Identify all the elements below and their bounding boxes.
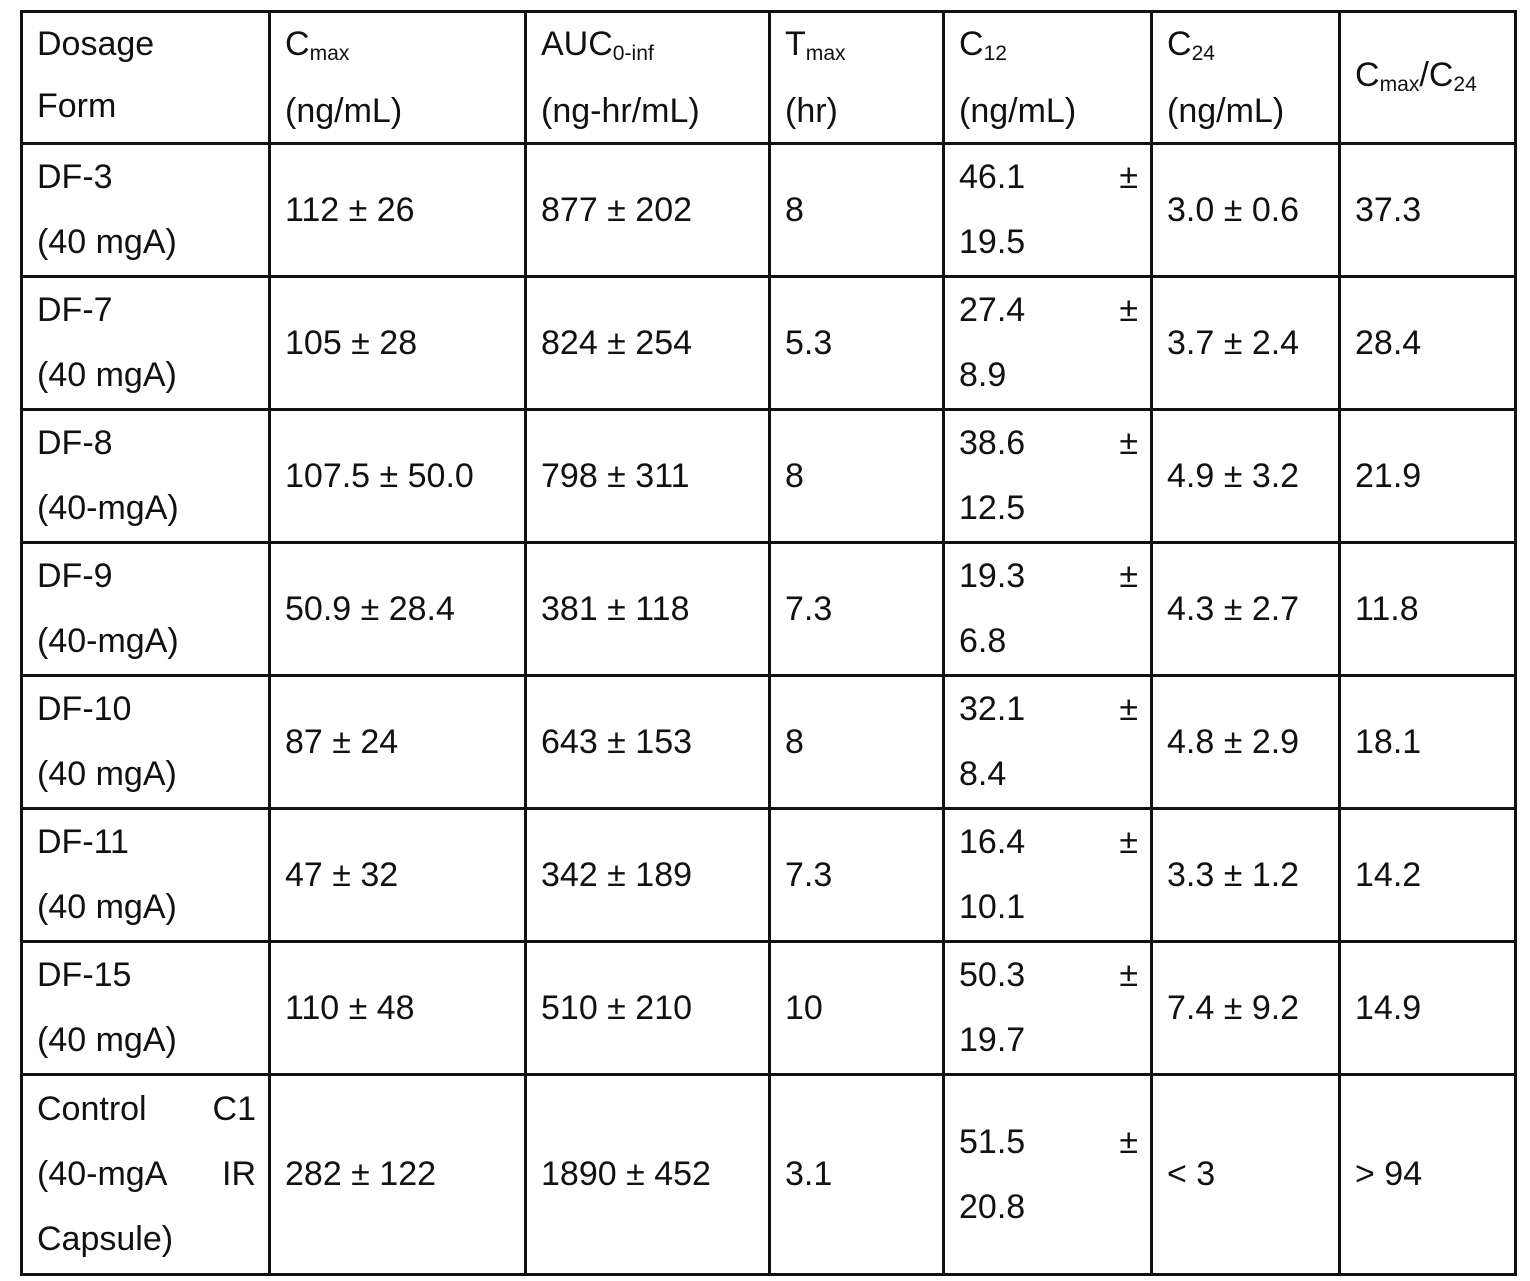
cell-c24: 7.4 ± 9.2 <box>1150 940 1341 1076</box>
cell-cmax: 112 ± 26 <box>268 142 527 278</box>
table-row-control: Control C1 (40-mgA IR Capsule) 282 ± 122 1… <box>20 1073 1517 1276</box>
cell-cmax: 110 ± 48 <box>268 940 527 1076</box>
table-row: DF-11 (40 mgA) 47 ± 32 342 ± 189 7.3 16.4 ±10.… <box>20 807 1517 943</box>
table-row: DF-10 (40 mgA) 87 ± 24 643 ± 153 8 32.1 ±8.4 4.… <box>20 674 1517 810</box>
cell-auc: 643 ± 153 <box>524 674 771 810</box>
cell-cmax: 87 ± 24 <box>268 674 527 810</box>
cell-dosage-form: DF-7 (40 mgA) <box>20 275 271 411</box>
cell-c24: 4.3 ± 2.7 <box>1150 541 1341 677</box>
cell-auc: 824 ± 254 <box>524 275 771 411</box>
cell-auc: 798 ± 311 <box>524 408 771 544</box>
cell-dosage-form: DF-9 (40-mgA) <box>20 541 271 677</box>
cell-c12: 32.1 ±8.4 <box>942 674 1153 810</box>
header-tmax: Tmax (hr) <box>768 10 945 145</box>
cell-cmax: 105 ± 28 <box>268 275 527 411</box>
header-c12: C12 (ng/mL) <box>942 10 1153 145</box>
header-auc: AUC0-inf (ng-hr/mL) <box>524 10 771 145</box>
cell-cmax: 47 ± 32 <box>268 807 527 943</box>
cell-tmax: 7.3 <box>768 807 945 943</box>
cell-tmax: 8 <box>768 674 945 810</box>
cell-c12: 16.4 ±10.1 <box>942 807 1153 943</box>
header-c24: C24 (ng/mL) <box>1150 10 1341 145</box>
header-cmax: Cmax (ng/mL) <box>268 10 527 145</box>
cell-tmax: 7.3 <box>768 541 945 677</box>
cell-dosage-form: DF-3 (40 mgA) <box>20 142 271 278</box>
cell-auc: 381 ± 118 <box>524 541 771 677</box>
cell-c24: 4.8 ± 2.9 <box>1150 674 1341 810</box>
cell-dosage-form: DF-10 (40 mgA) <box>20 674 271 810</box>
cell-auc: 877 ± 202 <box>524 142 771 278</box>
pk-table: Dosage Form Cmax (ng/mL) AUC0-inf (ng-hr… <box>20 10 1517 1276</box>
cell-dosage-form: DF-8 (40-mgA) <box>20 408 271 544</box>
header-dosage-form: Dosage Form <box>20 10 271 145</box>
cell-auc: 510 ± 210 <box>524 940 771 1076</box>
cell-cmax: 50.9 ± 28.4 <box>268 541 527 677</box>
cell-dosage-form: DF-11 (40 mgA) <box>20 807 271 943</box>
cell-c12: 38.6 ±12.5 <box>942 408 1153 544</box>
cell-ratio: 11.8 <box>1338 541 1517 677</box>
cell-tmax: 5.3 <box>768 275 945 411</box>
table-row: DF-3 (40 mgA) 112 ± 26 877 ± 202 8 46.1 ±19.5 3… <box>20 142 1517 278</box>
cell-ratio: 28.4 <box>1338 275 1517 411</box>
cell-c12: 27.4 ±8.9 <box>942 275 1153 411</box>
table-row: DF-15 (40 mgA) 110 ± 48 510 ± 210 10 50.3 ±19.… <box>20 940 1517 1076</box>
cell-ratio: 14.9 <box>1338 940 1517 1076</box>
cell-ratio: 18.1 <box>1338 674 1517 810</box>
cell-ratio: 21.9 <box>1338 408 1517 544</box>
cell-ratio: 14.2 <box>1338 807 1517 943</box>
cell-c12: 19.3 ±6.8 <box>942 541 1153 677</box>
cell-c24: 4.9 ± 3.2 <box>1150 408 1341 544</box>
cell-auc: 1890 ± 452 <box>524 1073 771 1276</box>
cell-c12: 46.1 ±19.5 <box>942 142 1153 278</box>
cell-c12: 50.3 ±19.7 <box>942 940 1153 1076</box>
cell-tmax: 8 <box>768 142 945 278</box>
table-row: DF-8 (40-mgA) 107.5 ± 50.0 798 ± 311 8 38.6 ±1… <box>20 408 1517 544</box>
cell-auc: 342 ± 189 <box>524 807 771 943</box>
cell-dosage-form: DF-15 (40 mgA) <box>20 940 271 1076</box>
cell-c24: 3.7 ± 2.4 <box>1150 275 1341 411</box>
cell-tmax: 10 <box>768 940 945 1076</box>
cell-cmax: 107.5 ± 50.0 <box>268 408 527 544</box>
cell-tmax: 8 <box>768 408 945 544</box>
header-row: Dosage Form Cmax (ng/mL) AUC0-inf (ng-hr… <box>20 10 1517 145</box>
cell-cmax: 282 ± 122 <box>268 1073 527 1276</box>
cell-ratio: > 94 <box>1338 1073 1517 1276</box>
cell-c24: < 3 <box>1150 1073 1341 1276</box>
header-cmax-c24-ratio: Cmax/C24 <box>1338 10 1517 145</box>
table-row: DF-7 (40 mgA) 105 ± 28 824 ± 254 5.3 27.4 ±8.9… <box>20 275 1517 411</box>
cell-c12: 51.5 ± 20.8 <box>942 1073 1153 1276</box>
cell-c24: 3.0 ± 0.6 <box>1150 142 1341 278</box>
cell-tmax: 3.1 <box>768 1073 945 1276</box>
cell-c24: 3.3 ± 1.2 <box>1150 807 1341 943</box>
table-row: DF-9 (40-mgA) 50.9 ± 28.4 381 ± 118 7.3 19.3 ±… <box>20 541 1517 677</box>
cell-dosage-form: Control C1 (40-mgA IR Capsule) <box>20 1073 271 1276</box>
cell-ratio: 37.3 <box>1338 142 1517 278</box>
